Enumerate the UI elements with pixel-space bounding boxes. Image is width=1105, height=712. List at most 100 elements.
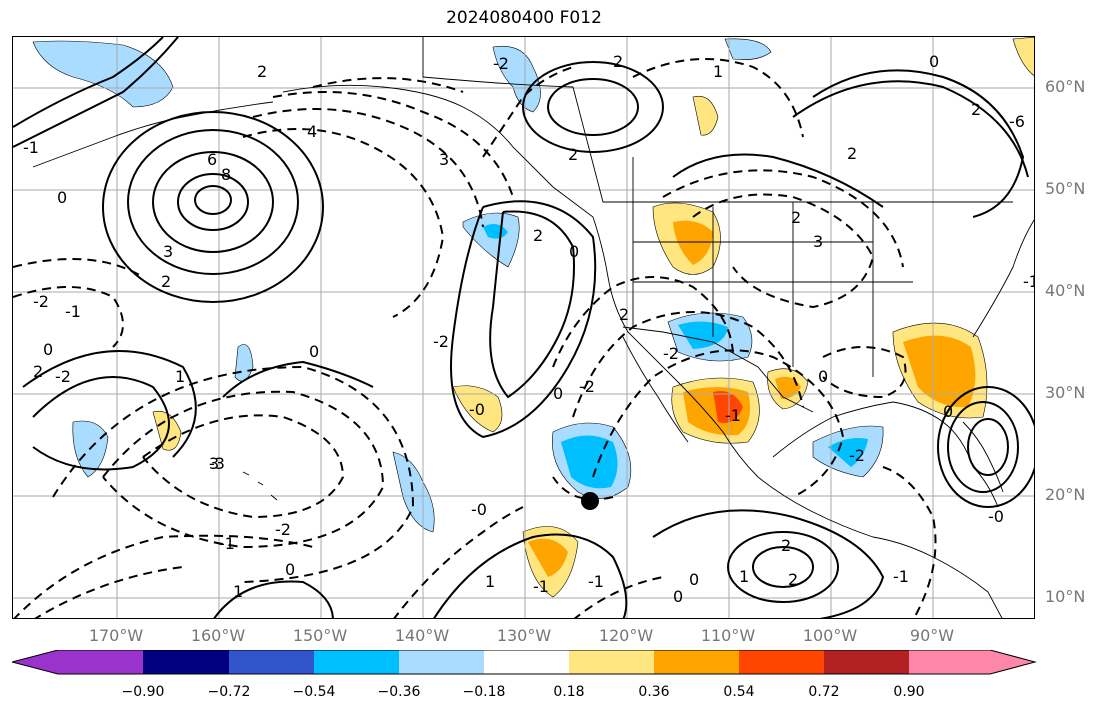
contour-southeast — [947, 401, 1019, 493]
contour-label: 0 — [285, 560, 295, 579]
contour-pacific-s — [393, 506, 524, 618]
island-aleutian — [32, 101, 274, 168]
shade-negative-region — [724, 38, 772, 60]
contour-label: -2 — [663, 344, 679, 363]
contour-pacific-sw — [34, 566, 184, 618]
contour-label: 0 — [43, 340, 53, 359]
contour-ridge — [450, 200, 597, 439]
contour-high — [102, 111, 324, 303]
contour-south — [752, 546, 814, 588]
contour-low — [252, 108, 484, 228]
contour-label: 1 — [485, 572, 495, 591]
lon-label: 90°W — [909, 626, 955, 645]
lon-label: 150°W — [292, 626, 348, 645]
contour-label: 1 — [739, 567, 749, 586]
contour-ridge — [32, 376, 170, 471]
island-hawaii — [242, 471, 278, 501]
lon-label: 120°W — [598, 626, 654, 645]
contour-label: -2 — [275, 520, 291, 539]
contour-label: -2 — [433, 332, 449, 351]
colorbar-cell — [824, 650, 909, 674]
contour-high — [152, 151, 274, 253]
contour-south — [652, 509, 885, 618]
contour-low — [272, 91, 514, 198]
contour-label: 3 — [209, 454, 219, 473]
contour-label: -6 — [1009, 112, 1025, 131]
contour-lines — [13, 37, 1034, 618]
contour-high — [194, 185, 232, 215]
shade-positive-region — [1012, 37, 1034, 76]
border-us-canada — [422, 37, 1013, 203]
colorbar-tick: −0.36 — [377, 684, 421, 700]
lat-label: 60°N — [1045, 77, 1086, 96]
contour-label: -1 — [588, 572, 604, 591]
contour-trough — [822, 346, 907, 399]
contour-label: 0 — [569, 242, 579, 261]
colorbar-tick: 0.72 — [808, 684, 840, 700]
lon-label: 170°W — [88, 626, 144, 645]
colorbar — [12, 650, 1037, 675]
graticule — [13, 37, 1034, 618]
colorbar-tick: 0.36 — [638, 684, 670, 700]
colorbar-cell — [739, 650, 824, 674]
contour-label: -0 — [469, 400, 485, 419]
contour-label: 6 — [207, 150, 217, 169]
coastline-east — [972, 219, 1034, 338]
shade-positive-region — [692, 95, 719, 136]
contour-label: 2 — [847, 144, 857, 163]
contour-low — [52, 365, 415, 583]
contour-low — [312, 77, 464, 93]
state-lines — [632, 157, 913, 377]
lat-label: 40°N — [1045, 281, 1086, 300]
contour-label: 0 — [818, 367, 828, 386]
contour-label: 8 — [221, 165, 231, 184]
contour-label: 2 — [33, 362, 43, 381]
contour-label: 1 — [713, 62, 723, 81]
contour-label: -2 — [849, 446, 865, 465]
contour-label: 0 — [553, 384, 563, 403]
contour-label: 2 — [781, 536, 791, 555]
colorbar-cell — [654, 650, 739, 674]
contour-label: 2 — [971, 100, 981, 119]
contour-gulf — [882, 466, 937, 618]
colorbar-cell — [143, 650, 229, 674]
contour-south — [727, 531, 839, 603]
contour-trough — [692, 193, 875, 309]
shade-negative-region — [234, 344, 254, 382]
contour-label: 0 — [943, 402, 953, 421]
contour-high — [177, 173, 249, 231]
contour-nw — [13, 37, 179, 148]
colorbar-tick: 0.90 — [893, 684, 925, 700]
contour-trough — [552, 476, 614, 501]
contour-trough — [592, 349, 845, 498]
lat-label: 50°N — [1045, 179, 1086, 198]
map-panel: 6 8 4 3 2 0 -1 -2 0 -2 1 2 3 0 -1 -2 0 2… — [12, 36, 1035, 619]
colorbar-tick: 0.18 — [553, 684, 585, 700]
contour-trough — [572, 311, 804, 418]
contour-label: -3 — [209, 454, 225, 473]
coastline-baja — [622, 336, 689, 443]
contour-label: -2 — [33, 292, 49, 311]
map-canvas: 6 8 4 3 2 0 -1 -2 0 -2 1 2 3 0 -1 -2 0 2… — [13, 37, 1035, 618]
contour-label: 0 — [309, 342, 319, 361]
contour-label: 2 — [791, 208, 801, 227]
contour-label: 0 — [57, 188, 67, 207]
contour-label: 0 — [689, 570, 699, 589]
contour-label: 2 — [788, 570, 798, 589]
lat-label: 30°N — [1045, 383, 1086, 402]
contour-label: -1 — [23, 138, 39, 157]
colorbar-cell — [229, 650, 314, 674]
colorbar-cell — [399, 650, 484, 674]
contour-low — [13, 258, 144, 278]
contour-label: -0 — [988, 507, 1004, 526]
lon-label: 110°W — [700, 626, 756, 645]
contour-label: -1 — [1023, 272, 1035, 291]
colorbar-tick: −0.54 — [292, 684, 336, 700]
shading-layer — [32, 37, 1034, 598]
contour-label: 2 — [613, 52, 623, 71]
contour-labels: 6 8 4 3 2 0 -1 -2 0 -2 1 2 3 0 -1 -2 0 2… — [23, 52, 1035, 606]
contour-trough — [662, 169, 904, 268]
contour-label: 4 — [307, 122, 317, 141]
contour-label: 1 — [233, 582, 243, 601]
contour-label: -2 — [55, 367, 71, 386]
